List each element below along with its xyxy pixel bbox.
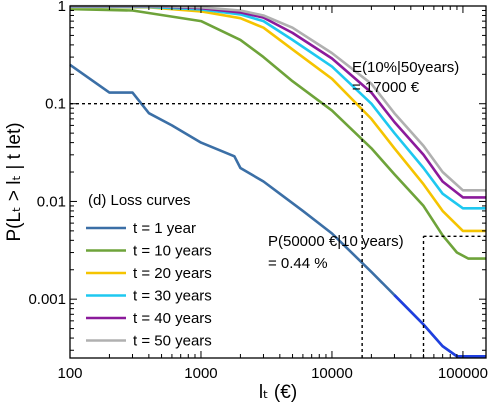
reference-lines	[70, 103, 486, 358]
legend-item-t-1-year: t = 1 year	[86, 220, 196, 237]
legend-title: (d) Loss curves	[88, 192, 191, 209]
legend-items: t = 1 year t = 10 years t = 20 years t = 30…	[86, 220, 212, 350]
series-line-t-1-year-extrapolated	[393, 294, 486, 358]
legend-label: t = 1 year	[133, 220, 196, 237]
legend-label: t = 20 years	[133, 265, 212, 282]
x-tick-label: 10000	[311, 365, 353, 382]
y-axis-label: P(Lₜ > lₜ | t let)	[4, 122, 25, 241]
legend-label: t = 10 years	[133, 243, 212, 260]
y-tick-label: 1	[58, 0, 66, 15]
annotation-exceedance-probability-line2: = 0.44 %	[268, 255, 328, 272]
annotation-exceedance-probability: P(50000 €|10 years) = 0.44 %	[268, 233, 404, 272]
annotation-exceedance-probability-line1: P(50000 €|10 years)	[268, 233, 404, 250]
series-line-t-10-years	[69, 7, 486, 260]
x-tick-label: 1000	[184, 365, 217, 382]
legend-item-t-20-years: t = 20 years	[86, 265, 212, 282]
annotation-expected-loss-line1: E(10%|50years)	[352, 59, 459, 76]
annotation-expected-loss: E(10%|50years) = 17000 €	[352, 59, 459, 96]
y-tick-label: 0.1	[45, 96, 66, 113]
axis-ticks: 100 1000 10000 100000 1 0.1 0.01 0.001	[28, 0, 488, 382]
legend-label: t = 50 years	[133, 333, 212, 350]
y-tick-label: 0.01	[37, 193, 66, 210]
x-tick-label: 100	[57, 365, 82, 382]
plot-frame	[69, 5, 487, 359]
legend-item-t-50-years: t = 50 years	[86, 333, 212, 350]
series-line-t-50-years	[70, 4, 486, 192]
legend-item-t-30-years: t = 30 years	[86, 288, 212, 305]
legend-item-t-10-years: t = 10 years	[86, 243, 212, 260]
annotation-expected-loss-line2: = 17000 €	[352, 79, 420, 96]
legend-label: t = 40 years	[133, 310, 212, 327]
x-tick-label: 100000	[438, 365, 488, 382]
y-tick-label: 0.001	[28, 291, 66, 308]
legend-item-t-40-years: t = 40 years	[86, 310, 212, 327]
legend-label: t = 30 years	[133, 288, 212, 305]
x-axis-label: lₜ (€)	[259, 382, 297, 403]
